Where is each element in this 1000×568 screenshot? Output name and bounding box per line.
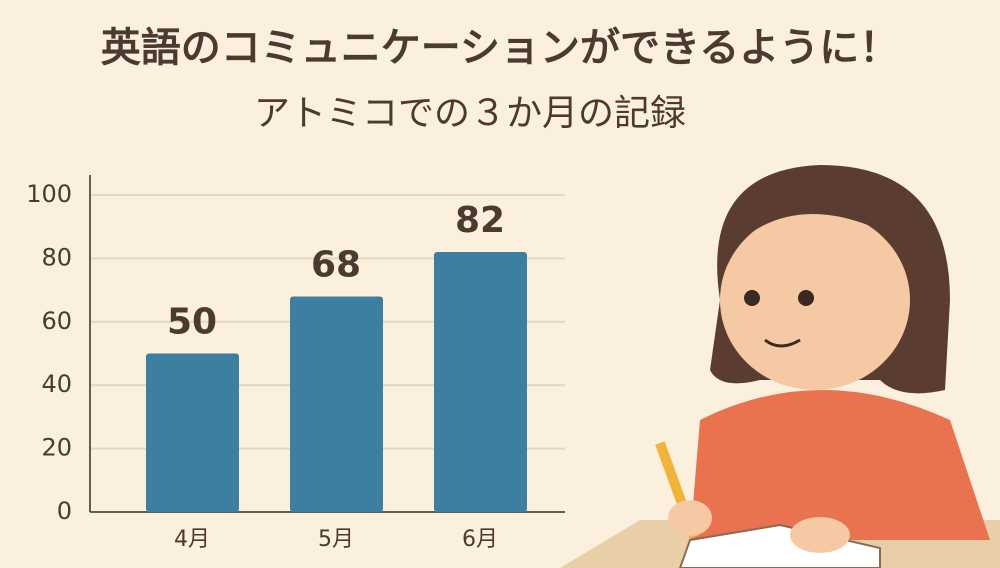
value-label: 68 [311, 244, 361, 285]
x-tick-label: 6月 [462, 527, 498, 552]
face [720, 210, 910, 390]
bar [434, 252, 527, 512]
notebook [678, 523, 881, 568]
hand [790, 517, 850, 553]
bar [290, 296, 383, 512]
y-tick-label: 100 [26, 180, 72, 208]
chart-title: 英語のコミュニケーションができるように！ [101, 25, 899, 71]
y-tick-label: 0 [57, 497, 72, 525]
value-label: 82 [455, 200, 505, 241]
plot: 0 20 40 60 80 100 4月 50 5月 68 6月 82 [26, 175, 565, 552]
bar [146, 353, 239, 512]
x-tick-label: 4月 [174, 527, 210, 552]
hand [668, 500, 712, 536]
y-tick-label: 60 [41, 307, 72, 335]
y-tick-label: 20 [41, 434, 72, 462]
y-tick-label: 40 [41, 370, 72, 398]
chart-subtitle: アトミコでの３か月の記録 [254, 93, 686, 134]
mouth [764, 338, 801, 348]
bangs [730, 180, 880, 250]
y-tick-label: 80 [41, 243, 72, 271]
shirt [690, 390, 990, 540]
x-tick-label: 5月 [318, 527, 354, 552]
illustration [560, 165, 1000, 568]
eye [744, 290, 760, 306]
eye [798, 290, 814, 306]
value-label: 50 [167, 302, 217, 343]
